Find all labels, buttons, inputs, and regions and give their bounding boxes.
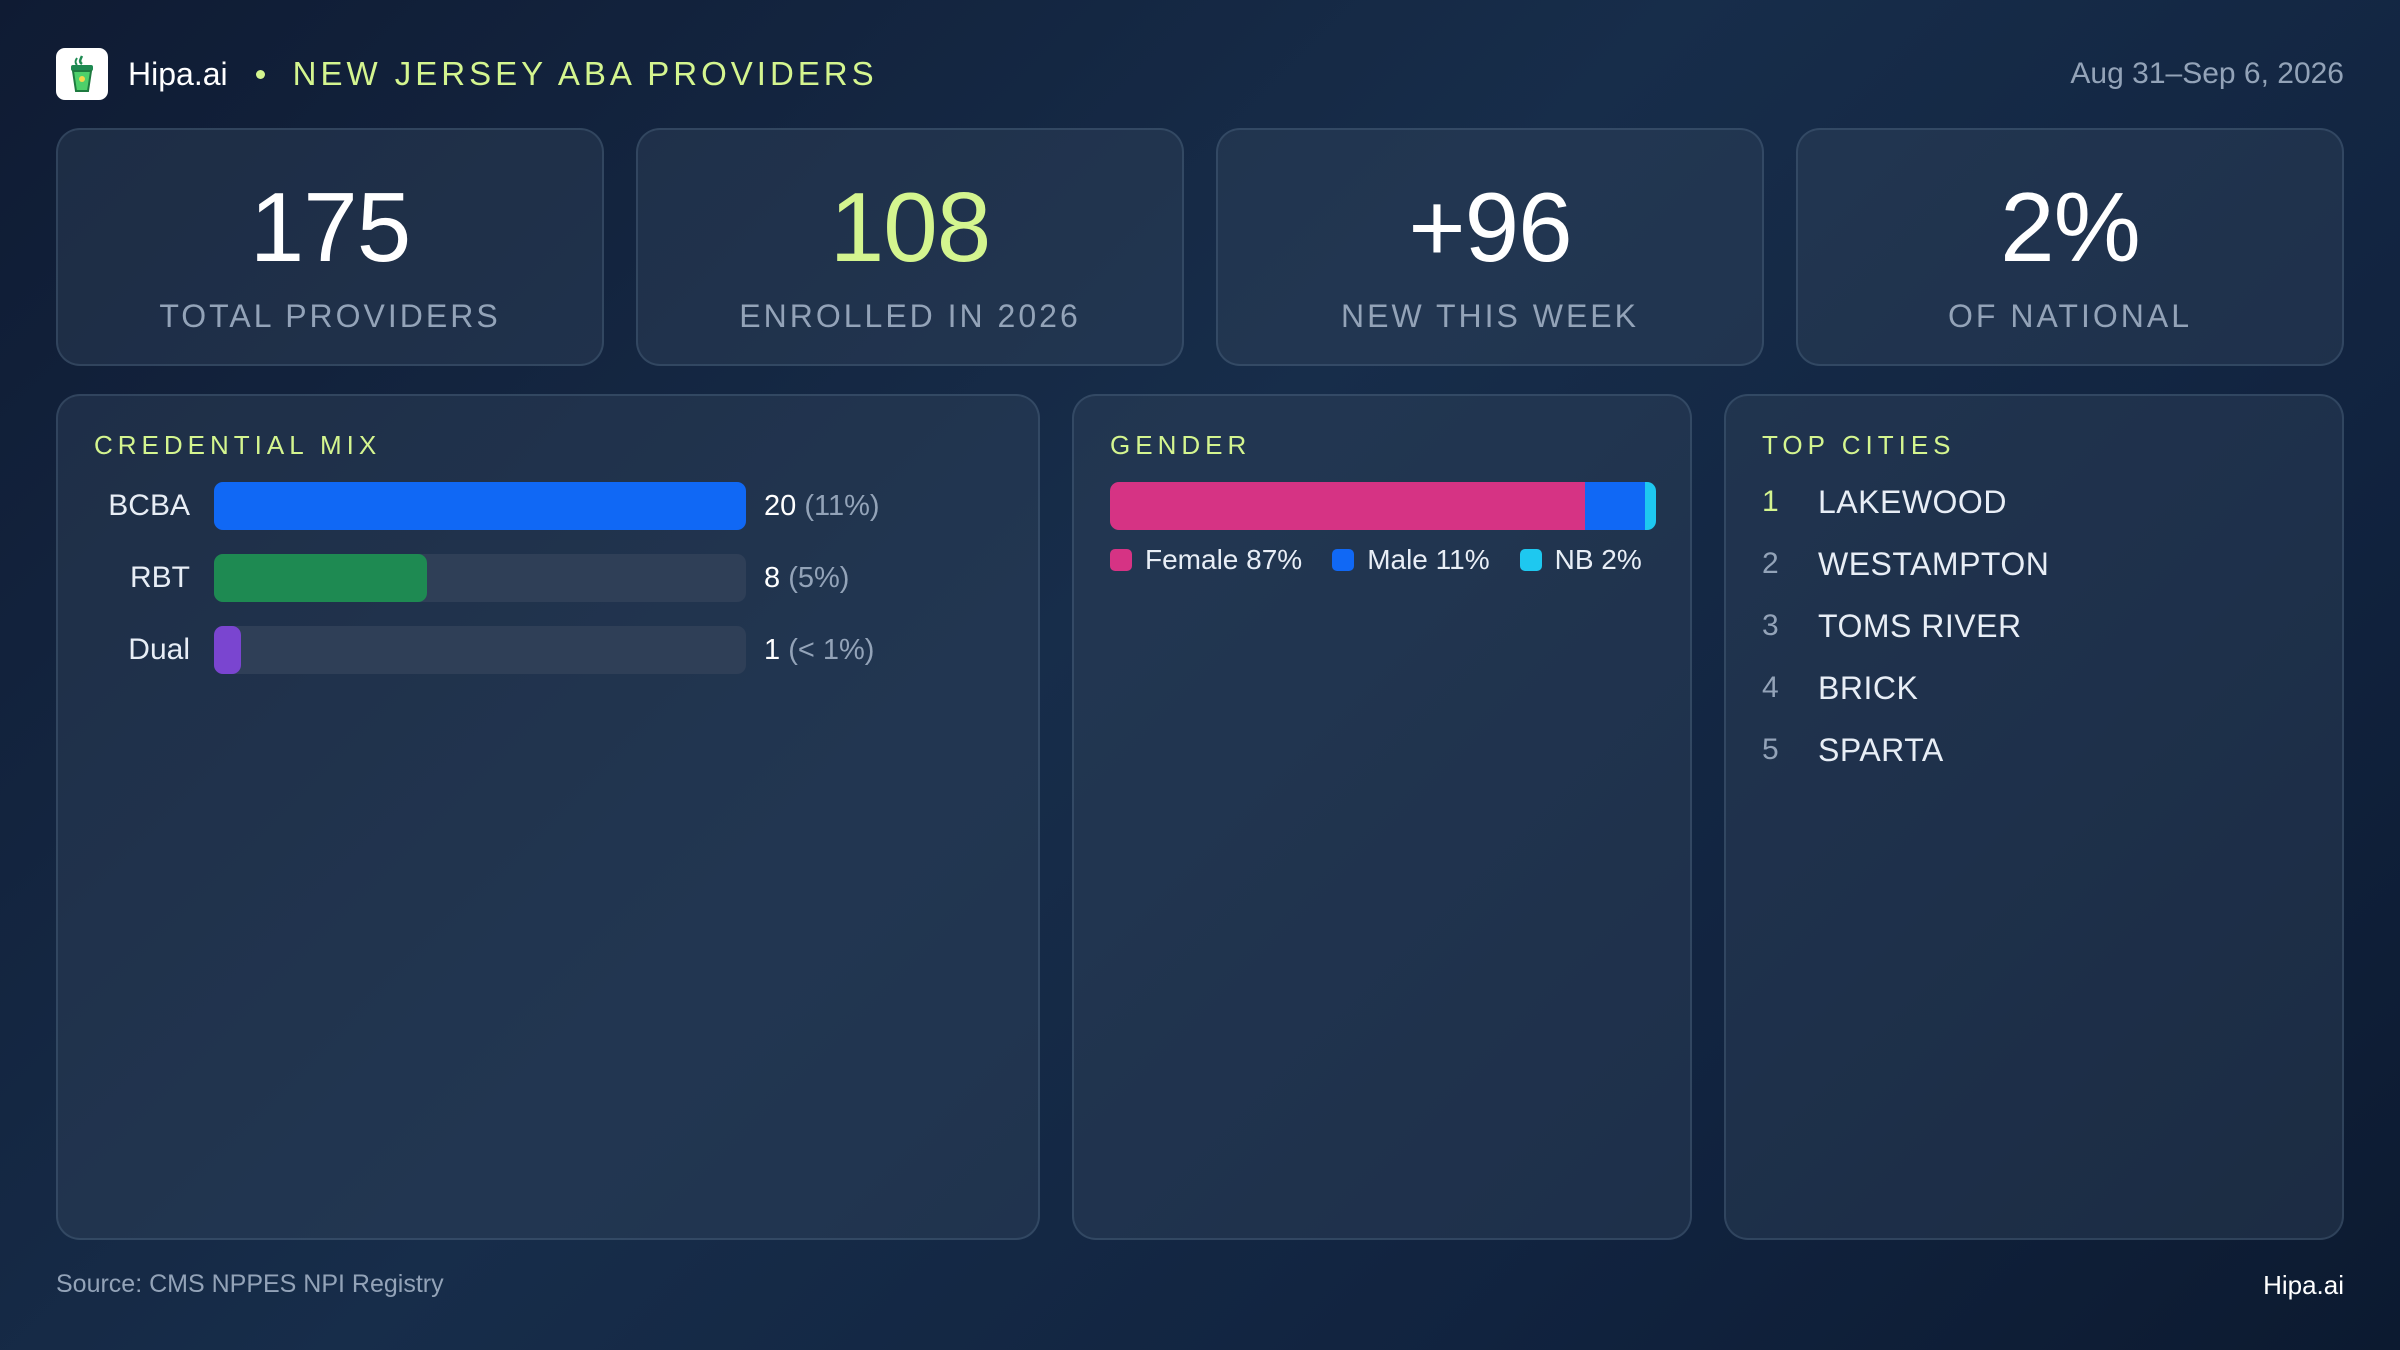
gender-segment-male	[1585, 482, 1646, 530]
legend-swatch	[1110, 549, 1132, 571]
gender-panel: GENDER Female 87% Male 11% NB 2%	[1072, 394, 1692, 1240]
credential-mix-panel: CREDENTIAL MIX BCBA 20 (11%) RBT 8 (5%) …	[56, 394, 1040, 1240]
kpi-label: NEW THIS WEEK	[1341, 298, 1639, 334]
kpi-label: OF NATIONAL	[1948, 298, 2192, 334]
logo	[56, 48, 108, 100]
top-cities-panel: TOP CITIES 1 LAKEWOOD 2 WESTAMPTON 3 TOM…	[1724, 394, 2344, 1240]
credential-label: RBT	[130, 561, 190, 594]
city-name: TOMS RIVER	[1818, 607, 2022, 644]
panel-title: CREDENTIAL MIX	[94, 430, 382, 460]
legend-item-nb: NB 2%	[1519, 544, 1642, 576]
city-rank: 2	[1762, 547, 1779, 580]
kpi-row: 175 TOTAL PROVIDERS 108 ENROLLED IN 2026…	[56, 128, 2344, 366]
bar-fill	[214, 482, 746, 530]
panel-title: GENDER	[1110, 430, 1252, 460]
credential-pct: (5%)	[788, 562, 850, 594]
legend-label: Male 11%	[1367, 544, 1490, 575]
credential-row-bcba: BCBA 20 (11%)	[58, 482, 1038, 530]
city-rank: 3	[1762, 609, 1779, 642]
credential-pct: (< 1%)	[788, 634, 875, 666]
source-note: Source: CMS NPPES NPI Registry	[56, 1270, 444, 1298]
bar-fill	[214, 626, 241, 674]
credential-label: BCBA	[108, 489, 190, 522]
kpi-value: 2%	[2000, 172, 2141, 282]
kpi-value: 108	[829, 172, 992, 282]
legend-label: NB 2%	[1554, 544, 1642, 575]
credential-count: 8 (5%)	[764, 562, 850, 594]
kpi-value: +96	[1408, 172, 1572, 282]
credential-count: 20 (11%)	[764, 490, 880, 522]
city-rank: 5	[1762, 733, 1779, 766]
city-name: WESTAMPTON	[1818, 545, 2050, 582]
city-rank: 4	[1762, 671, 1779, 704]
credential-count: 1 (< 1%)	[764, 634, 875, 666]
list-item: 5 SPARTA	[1762, 726, 1944, 774]
city-rank: 1	[1762, 485, 1779, 518]
kpi-label: ENROLLED IN 2026	[739, 298, 1081, 334]
brand-name: Hipa.ai	[128, 55, 228, 92]
date-range: Aug 31–Sep 6, 2026	[2070, 57, 2344, 90]
credential-row-rbt: RBT 8 (5%)	[58, 554, 1038, 602]
gender-segment-nb	[1645, 482, 1656, 530]
bar-fill	[214, 554, 427, 602]
header: Hipa.ai NEW JERSEY ABA PROVIDERS Aug 31–…	[56, 46, 2344, 102]
list-item: 1 LAKEWOOD	[1762, 478, 2007, 526]
city-name: LAKEWOOD	[1818, 483, 2007, 520]
panel-title: TOP CITIES	[1762, 430, 1956, 460]
legend-item-male: Male 11%	[1332, 544, 1490, 576]
kpi-card-of-national: 2% OF NATIONAL	[1796, 128, 2344, 366]
legend-label: Female 87%	[1145, 544, 1303, 575]
bar-track	[214, 482, 746, 530]
city-name: BRICK	[1818, 669, 1919, 706]
gender-legend: Female 87% Male 11% NB 2%	[1110, 544, 1672, 576]
credential-pct: (11%)	[804, 490, 880, 522]
list-item: 3 TOMS RIVER	[1762, 602, 2022, 650]
kpi-card-total-providers: 175 TOTAL PROVIDERS	[56, 128, 604, 366]
kpi-card-enrolled: 108 ENROLLED IN 2026	[636, 128, 1184, 366]
bar-track	[214, 626, 746, 674]
kpi-label: TOTAL PROVIDERS	[159, 298, 501, 334]
page-title: NEW JERSEY ABA PROVIDERS	[292, 55, 878, 92]
gender-stacked-bar	[1110, 482, 1656, 530]
legend-item-female: Female 87%	[1110, 544, 1302, 576]
legend-swatch	[1519, 549, 1542, 571]
footer-brand: Hipa.ai	[2263, 1270, 2344, 1300]
credential-label: Dual	[128, 633, 190, 666]
city-name: SPARTA	[1818, 731, 1944, 768]
list-item: 2 WESTAMPTON	[1762, 540, 2049, 588]
cup-icon	[71, 55, 93, 92]
kpi-value: 175	[249, 172, 412, 282]
separator-dot	[255, 69, 265, 79]
bar-track	[214, 554, 746, 602]
credential-row-dual: Dual 1 (< 1%)	[58, 626, 1038, 674]
legend-swatch	[1332, 549, 1355, 571]
kpi-card-new-this-week: +96 NEW THIS WEEK	[1216, 128, 1764, 366]
list-item: 4 BRICK	[1762, 664, 1918, 712]
gender-segment-female	[1110, 482, 1586, 530]
